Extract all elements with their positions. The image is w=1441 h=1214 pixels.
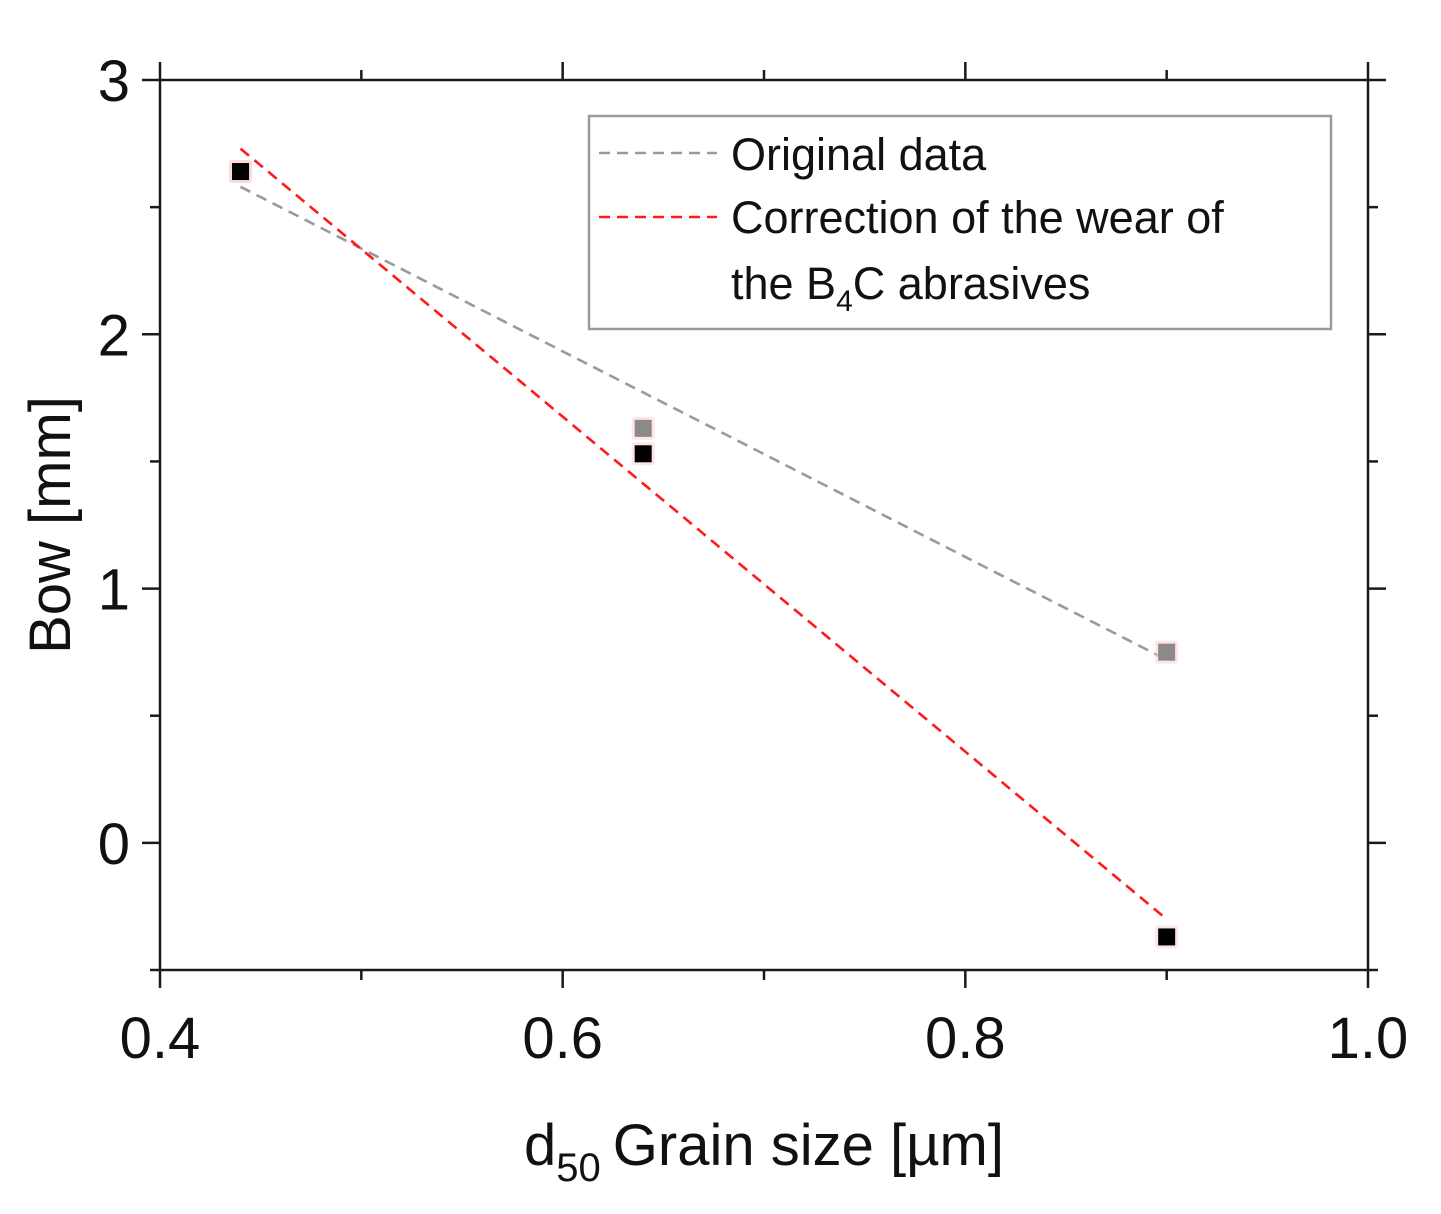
legend-label-line2-subscript: 4 bbox=[836, 285, 853, 318]
data-point-series-1-1 bbox=[634, 445, 652, 463]
y-tick-label-2: 2 bbox=[98, 303, 130, 368]
legend-label-line2-after: C abrasives bbox=[853, 258, 1091, 309]
y-tick-label-3: 3 bbox=[98, 49, 130, 114]
x-axis-title-subscript: 50 bbox=[556, 1146, 601, 1190]
x-axis-title-main: Grain size [µm] bbox=[613, 1113, 1004, 1178]
x-tick-label-1: 0.6 bbox=[522, 1006, 603, 1071]
x-tick-label-2: 0.8 bbox=[925, 1006, 1006, 1071]
y-tick-label-0: 0 bbox=[98, 812, 130, 877]
legend-label-correction-line2: the B4C abrasives bbox=[731, 258, 1090, 318]
data-points bbox=[229, 160, 1179, 949]
axes: 0.4 0.6 0.8 1.0 0 1 2 3 d50 Grain size [µm] Bow [m… bbox=[18, 49, 1408, 1190]
fit-line-series-1 bbox=[239, 147, 1168, 921]
legend-box bbox=[587, 114, 1333, 331]
legend-label-original-data: Original data bbox=[731, 129, 987, 180]
x-axis-title: d50 Grain size [µm] bbox=[524, 1113, 1004, 1190]
legend-label-correction-line1: Correction of the wear of bbox=[731, 192, 1224, 243]
data-point-series-1-2 bbox=[1158, 928, 1176, 946]
fit-line-series-0 bbox=[239, 185, 1168, 661]
legend-label-line2-before: the B bbox=[731, 258, 836, 309]
fit-lines bbox=[239, 147, 1168, 921]
data-point-series-0-1 bbox=[634, 419, 652, 437]
data-point-series-1-0 bbox=[232, 163, 250, 181]
x-tick-label-3: 1.0 bbox=[1328, 1006, 1409, 1071]
data-point-series-0-2 bbox=[1158, 643, 1176, 661]
legend: Original data Correction of the wear of th… bbox=[587, 114, 1333, 331]
x-axis-title-prefix: d bbox=[524, 1113, 556, 1178]
y-axis-title: Bow [mm] bbox=[18, 396, 83, 654]
x-tick-label-0: 0.4 bbox=[120, 1006, 201, 1071]
y-tick-label-1: 1 bbox=[98, 558, 130, 623]
